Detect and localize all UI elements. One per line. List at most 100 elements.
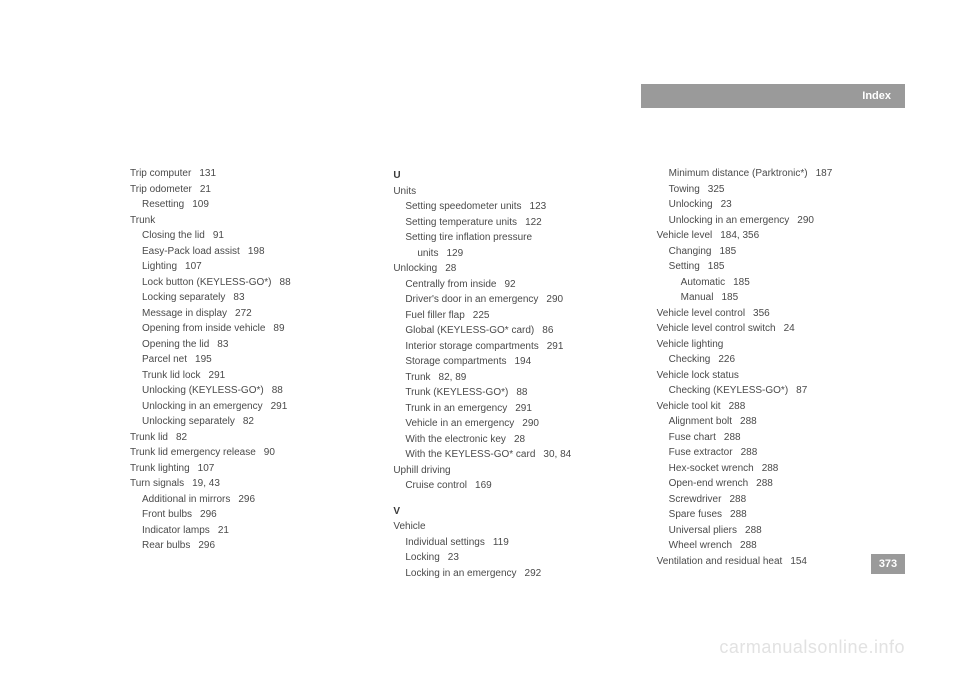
entry-text: Vehicle tool kit <box>657 401 721 412</box>
entry-text: Unlocking (KEYLESS-GO*) <box>142 385 264 396</box>
column-3: Minimum distance (Parktronic*) 187 Towing 3… <box>657 166 890 581</box>
entry-page: 290 <box>522 418 539 429</box>
entry-text: Interior storage compartments <box>405 341 538 352</box>
entry-page: 187 <box>816 168 833 179</box>
index-entry: Trip computer131 <box>130 166 363 182</box>
column-1: Trip computer131 Trip odometer 21 Resetting… <box>130 166 363 581</box>
entry-page: 122 <box>525 217 542 228</box>
index-entry: Changing185 <box>657 244 890 260</box>
entry-text: Opening the lid <box>142 339 209 350</box>
entry-page: 154 <box>790 556 807 567</box>
index-entry: Driver's door in an emergency290 <box>393 292 626 308</box>
entry-page: 28 <box>445 263 456 274</box>
entry-page: 288 <box>745 525 762 536</box>
index-entry: Setting temperature units122 <box>393 215 626 231</box>
index-entry: Trunk lid82 <box>130 430 363 446</box>
entry-page: 83 <box>233 292 244 303</box>
entry-page: 23 <box>721 199 732 210</box>
index-entry: units129 <box>393 246 626 262</box>
entry-text: Trunk lid <box>130 432 168 443</box>
entry-text: Lock button (KEYLESS-GO*) <box>142 277 272 288</box>
entry-text: Vehicle level <box>657 230 713 241</box>
index-entry: Lock button (KEYLESS-GO*)88 <box>130 275 363 291</box>
entry-page: 23 <box>448 552 459 563</box>
index-entry: Vehicle level control356 <box>657 306 890 322</box>
entry-page: 92 <box>504 279 515 290</box>
entry-text: Uphill driving <box>393 465 450 476</box>
index-entry: Unlocking in an emergency 290 <box>657 213 890 229</box>
entry-page: 109 <box>192 199 209 210</box>
entry-text: Trunk lid lock <box>142 370 201 381</box>
index-entry: Rear bulbs296 <box>130 538 363 554</box>
entry-page: 291 <box>209 370 226 381</box>
index-entry: Unlocking28 <box>393 261 626 277</box>
header-bar: Index <box>641 84 905 108</box>
entry-text: Vehicle level control switch <box>657 323 776 334</box>
entry-text: Front bulbs <box>142 509 192 520</box>
entry-text: Parcel net <box>142 354 187 365</box>
watermark: carmanualsonline.info <box>719 637 905 658</box>
entry-page: 131 <box>199 168 216 179</box>
index-entry: Checking226 <box>657 352 890 368</box>
entry-page: 88 <box>272 385 283 396</box>
index-entry: Universal pliers288 <box>657 523 890 539</box>
entry-text: Indicator lamps <box>142 525 210 536</box>
index-entry: Centrally from inside92 <box>393 277 626 293</box>
entry-text: Open-end wrench <box>669 478 749 489</box>
index-entry: With the electronic key28 <box>393 432 626 448</box>
entry-text: Trip odometer <box>130 184 192 195</box>
index-entry: Spare fuses288 <box>657 507 890 523</box>
entry-text: Trunk lighting <box>130 463 190 474</box>
column-2: UUnitsSetting speedometer units123Settin… <box>393 166 626 581</box>
index-entry: Vehicle tool kit 288 <box>657 399 890 415</box>
index-entry: Manual185 <box>657 290 890 306</box>
index-entry: Vehicle in an emergency290 <box>393 416 626 432</box>
entry-text: Vehicle <box>393 521 425 532</box>
entry-page: 288 <box>729 401 746 412</box>
entry-page: 119 <box>493 537 509 548</box>
entry-text: Resetting <box>142 199 184 210</box>
entry-page: 290 <box>797 215 814 226</box>
entry-text: Vehicle lock status <box>657 370 739 381</box>
entry-page: 288 <box>741 447 758 458</box>
entry-text: Towing <box>669 184 700 195</box>
index-entry: Trip odometer 21 <box>130 182 363 198</box>
entry-page: 226 <box>718 354 735 365</box>
entry-page: 288 <box>762 463 779 474</box>
entry-text: units <box>417 248 438 259</box>
entry-text: Manual <box>681 292 714 303</box>
entry-page: 288 <box>756 478 773 489</box>
index-entry: Fuel filler flap225 <box>393 308 626 324</box>
entry-text: Message in display <box>142 308 227 319</box>
entry-page: 291 <box>515 403 532 414</box>
entry-text: Cruise control <box>405 480 467 491</box>
entry-text: Fuse extractor <box>669 447 733 458</box>
entry-page: 291 <box>547 341 564 352</box>
index-entry: Unlocking 23 <box>657 197 890 213</box>
entry-page: 21 <box>200 184 211 195</box>
entry-text: Minimum distance (Parktronic*) <box>669 168 808 179</box>
index-entry: Vehicle lock status <box>657 368 890 384</box>
index-entry: Closing the lid91 <box>130 228 363 244</box>
index-entry: Easy-Pack load assist198 <box>130 244 363 260</box>
entry-text: Lighting <box>142 261 177 272</box>
entry-page: 82 <box>243 416 254 427</box>
entry-text: Unlocking in an emergency <box>669 215 790 226</box>
index-entry: Locking separately83 <box>130 290 363 306</box>
index-entry: Vehicle level control switch24 <box>657 321 890 337</box>
index-entry: Resetting 109 <box>130 197 363 213</box>
index-entry: Trunk (KEYLESS-GO*)88 <box>393 385 626 401</box>
entry-text: Unlocking <box>669 199 713 210</box>
entry-page: 288 <box>724 432 741 443</box>
index-entry: Units <box>393 184 626 200</box>
entry-page: 107 <box>185 261 202 272</box>
entry-page: 225 <box>473 310 490 321</box>
entry-text: Unlocking in an emergency <box>142 401 263 412</box>
index-entry: Checking (KEYLESS-GO*)87 <box>657 383 890 399</box>
entry-page: 325 <box>708 184 725 195</box>
entry-page: 88 <box>516 387 527 398</box>
index-entry: Automatic185 <box>657 275 890 291</box>
entry-text: Driver's door in an emergency <box>405 294 538 305</box>
index-entry: Individual settings119 <box>393 535 626 551</box>
index-entry: Uphill driving <box>393 463 626 479</box>
